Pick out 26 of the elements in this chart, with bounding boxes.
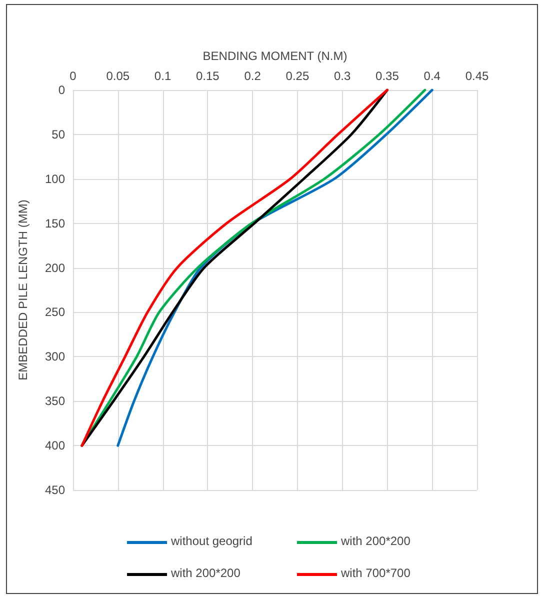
x-tick-label: 0.15 [196, 69, 220, 83]
y-axis-title: EMBEDDED PILE LENGTH (MM) [16, 200, 30, 380]
legend-label: with 200*200 [340, 534, 411, 548]
y-tick-label: 200 [44, 260, 66, 275]
x-tick-label: 0.05 [106, 69, 130, 83]
y-tick-label: 300 [44, 350, 66, 364]
y-tick-label: 450 [44, 483, 66, 497]
x-tick-label: 0.25 [286, 69, 310, 83]
x-tick-label: 0 [70, 69, 77, 83]
x-tick-label: 0.3 [334, 69, 351, 83]
x-axis-title: BENDING MOMENT (N.M) [202, 49, 348, 63]
y-tick-label: 250 [44, 305, 66, 320]
x-tick-label: 0.35 [376, 69, 400, 83]
y-tick-label: 150 [44, 216, 66, 230]
x-tick-label: 0.45 [465, 69, 489, 83]
x-tick-label: 0.2 [244, 69, 262, 83]
legend-label: without geogrid [170, 534, 252, 548]
y-tick-label: 400 [44, 438, 66, 453]
legend-label: with 700*700 [340, 566, 411, 580]
x-tick-label: 0.1 [154, 69, 172, 83]
legend-label: with 200*200 [170, 566, 241, 580]
y-tick-label: 50 [52, 127, 66, 142]
y-tick-label: 100 [44, 172, 66, 186]
x-tick-label: 0.4 [424, 69, 441, 83]
y-tick-label: 350 [44, 394, 66, 408]
y-tick-label: 0 [58, 83, 66, 97]
